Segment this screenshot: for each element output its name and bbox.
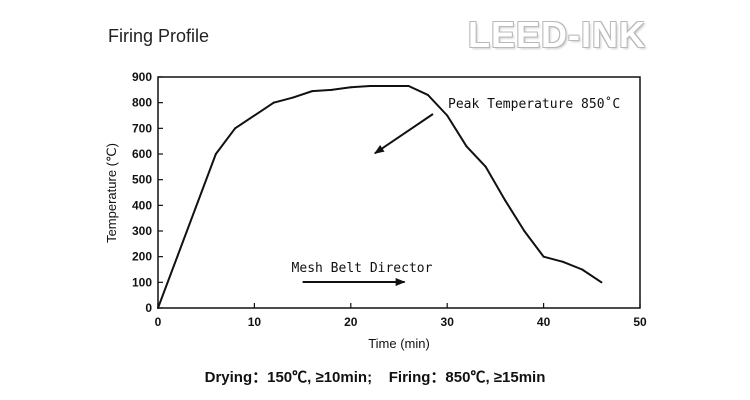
plot-area xyxy=(157,76,641,309)
data-point xyxy=(349,86,352,89)
data-point xyxy=(291,96,294,99)
y-tick-label: 300 xyxy=(132,224,152,238)
y-tick-label: 900 xyxy=(132,70,152,84)
data-point xyxy=(523,230,526,232)
x-tick-label: 30 xyxy=(441,315,455,329)
y-tick-label: 400 xyxy=(132,198,152,212)
drying-value: 150℃, ≥10min; xyxy=(267,369,373,386)
x-tick-label: 10 xyxy=(248,315,262,329)
data-point xyxy=(214,153,217,155)
y-tick-label: 800 xyxy=(132,96,152,110)
x-tick-label: 50 xyxy=(633,315,647,329)
data-points xyxy=(157,84,603,309)
y-tick-label: 0 xyxy=(145,301,152,315)
y-axis-label: Temperature (℃) xyxy=(104,143,119,243)
y-tick-label: 500 xyxy=(132,173,152,187)
firing-conditions-caption: Drying：150℃, ≥10min; Firing：850℃, ≥15min xyxy=(0,366,750,387)
data-point xyxy=(504,199,507,202)
y-tick-label: 600 xyxy=(132,147,152,161)
data-point xyxy=(484,165,487,168)
data-point xyxy=(407,84,410,87)
brand-watermark: LEED-INK xyxy=(468,14,646,55)
x-tick-label: 40 xyxy=(537,315,551,329)
data-point xyxy=(369,84,372,87)
data-point xyxy=(561,260,564,263)
data-point xyxy=(542,255,545,258)
data-point xyxy=(311,90,314,93)
y-tick-label: 200 xyxy=(132,250,152,264)
data-point xyxy=(388,84,391,87)
mesh-belt-annotation-label: Mesh Belt Director xyxy=(292,261,433,276)
y-tick-label: 100 xyxy=(132,275,152,289)
data-point xyxy=(330,88,333,91)
data-point xyxy=(446,114,449,117)
data-point xyxy=(272,101,275,104)
x-axis: 0 10 20 30 40 50 xyxy=(155,303,647,329)
x-axis-label: Time (min) xyxy=(368,336,430,351)
firing-label: Firing： xyxy=(388,369,446,386)
y-tick-label: 700 xyxy=(132,121,152,135)
data-point xyxy=(234,127,237,130)
data-point xyxy=(600,281,603,284)
data-point xyxy=(157,307,159,309)
data-point xyxy=(581,268,584,271)
x-tick-label: 0 xyxy=(155,315,162,329)
data-point xyxy=(426,93,429,96)
drying-label: Drying： xyxy=(204,369,268,386)
y-axis: 0 100 200 300 400 500 600 700 800 900 xyxy=(132,70,163,315)
peak-annotation-label: Peak Temperature 850˚C xyxy=(448,96,620,112)
data-point xyxy=(465,145,468,148)
caption-gap xyxy=(372,369,389,386)
peak-annotation-arrow xyxy=(374,113,434,155)
firing-value: 850℃, ≥15min xyxy=(445,369,546,386)
page-title: Firing Profile xyxy=(108,26,210,46)
x-tick-label: 20 xyxy=(344,315,358,329)
